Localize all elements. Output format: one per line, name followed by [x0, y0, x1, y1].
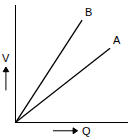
svg-text:A: A	[113, 34, 121, 46]
svg-text:B: B	[85, 6, 92, 18]
svg-text:Q: Q	[82, 125, 91, 137]
svg-text:V: V	[2, 52, 10, 64]
